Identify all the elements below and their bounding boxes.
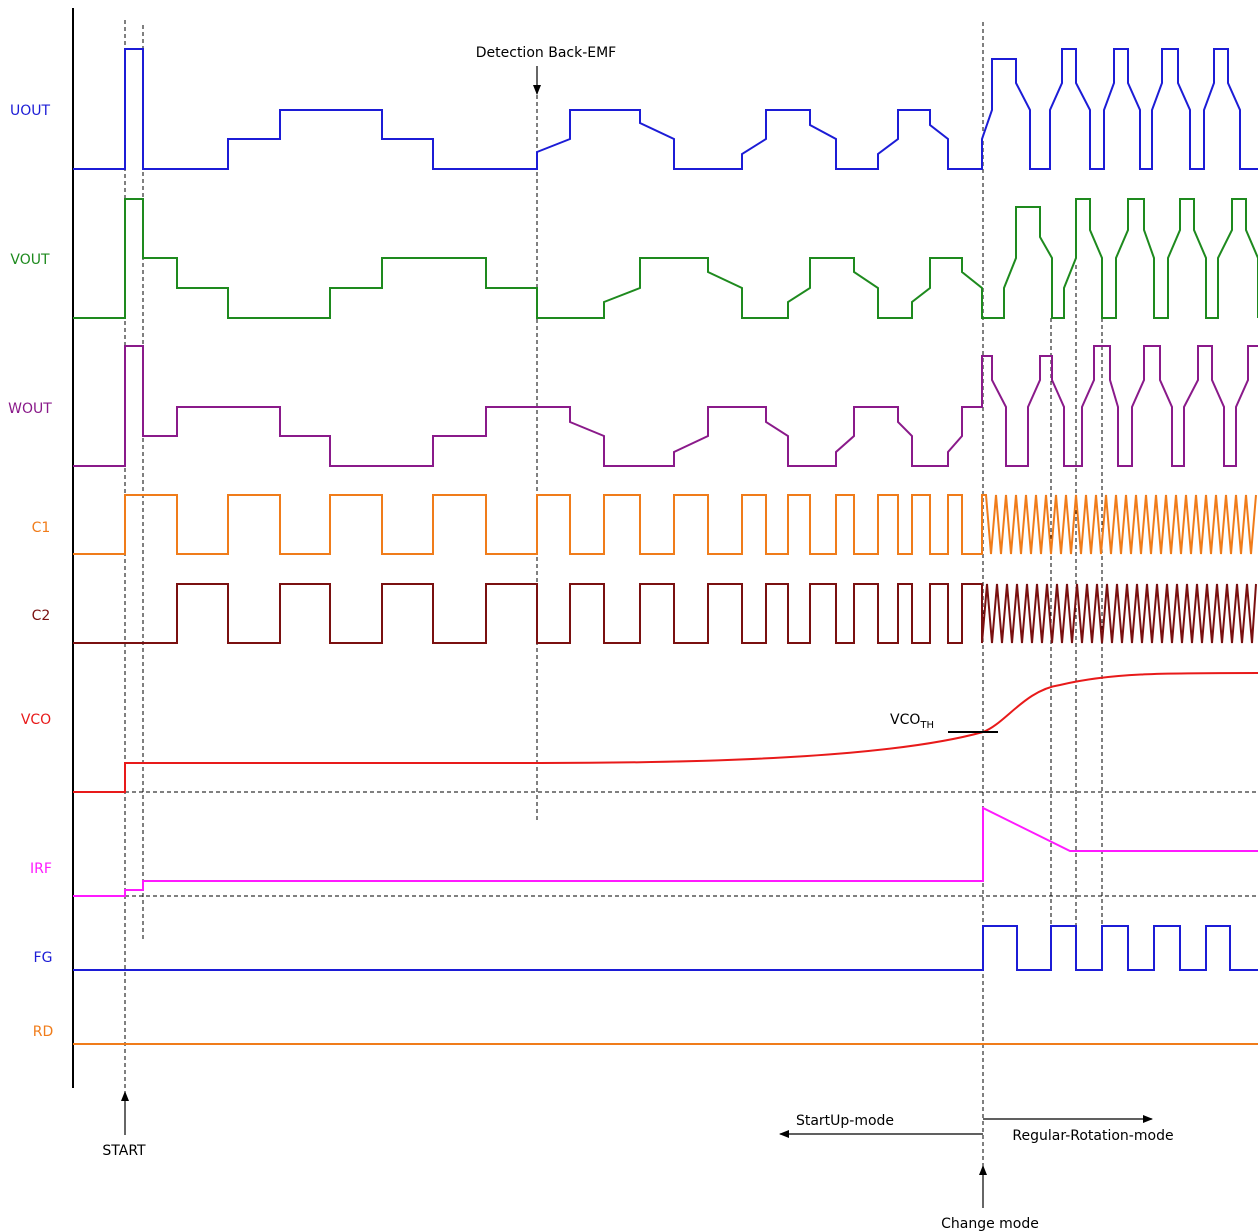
c2-waveform	[73, 583, 1257, 644]
label-vco: VCO	[21, 712, 51, 728]
start-label: START	[102, 1143, 146, 1159]
label-rd: RD	[33, 1024, 54, 1040]
label-uout: UOUT	[10, 103, 51, 119]
label-irf: IRF	[30, 861, 52, 877]
label-fg: FG	[34, 950, 53, 966]
fg-waveform	[73, 925, 1258, 971]
label-c2: C2	[32, 608, 51, 624]
label-vout: VOUT	[10, 252, 50, 268]
vout-waveform	[73, 198, 1258, 319]
label-c1: C1	[32, 520, 51, 536]
irf-waveform	[73, 806, 1258, 897]
regular-mode-label: Regular-Rotation-mode	[1012, 1128, 1173, 1144]
change-mode-label: Change mode	[941, 1216, 1039, 1232]
startup-mode-label: StartUp-mode	[796, 1113, 894, 1129]
vco-waveform	[73, 672, 1258, 793]
uout-waveform	[73, 48, 1258, 170]
wout-waveform	[73, 345, 1258, 467]
vcoth-label: VCOTH	[890, 712, 934, 731]
c1-waveform	[73, 494, 1257, 555]
detection-back-emf-label: Detection Back-EMF	[476, 45, 616, 61]
label-wout: WOUT	[8, 401, 52, 417]
